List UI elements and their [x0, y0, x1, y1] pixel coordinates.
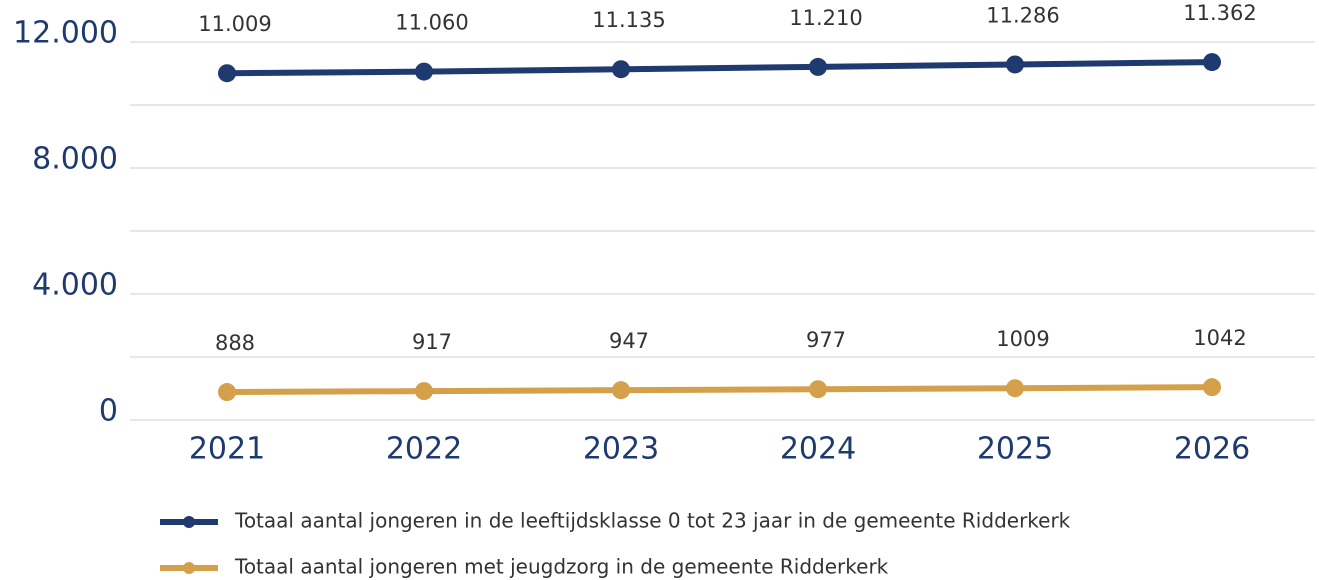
- legend-swatch-dot: [183, 562, 195, 574]
- x-tick-label: 2026: [1174, 432, 1250, 467]
- x-tick-label: 2024: [780, 432, 856, 467]
- data-label: 11.135: [592, 8, 665, 32]
- data-point: [415, 382, 433, 401]
- data-label: 917: [412, 330, 452, 354]
- data-point: [218, 383, 236, 402]
- data-label: 888: [215, 331, 255, 355]
- legend-label: Totaal aantal jongeren met jeugdzorg in …: [234, 555, 889, 579]
- data-label: 11.286: [986, 3, 1059, 27]
- data-point: [809, 57, 827, 76]
- data-point: [809, 380, 827, 399]
- series-line: [226, 59, 1213, 77]
- data-label: 11.362: [1183, 1, 1256, 25]
- data-point: [415, 62, 433, 81]
- data-label: 947: [609, 329, 649, 353]
- y-tick-label: 8.000: [32, 142, 118, 177]
- legend-swatch-dot: [183, 516, 195, 528]
- legend-label: Totaal aantal jongeren in de leeftijdskl…: [234, 509, 1071, 533]
- x-tick-label: 2025: [977, 432, 1053, 467]
- data-label: 977: [806, 328, 846, 352]
- y-tick-label: 0: [99, 394, 118, 429]
- data-label: 1042: [1193, 326, 1246, 350]
- y-tick-label: 4.000: [32, 268, 118, 303]
- data-point: [1006, 379, 1024, 398]
- x-tick-label: 2023: [583, 432, 659, 467]
- data-label: 11.009: [198, 12, 271, 36]
- x-tick-label: 2022: [386, 432, 462, 467]
- y-tick-label: 12.000: [13, 16, 118, 51]
- data-point: [1006, 55, 1024, 74]
- data-label: 1009: [996, 327, 1049, 351]
- series-line: [226, 384, 1213, 396]
- x-tick-label: 2021: [189, 432, 265, 467]
- data-point: [612, 381, 630, 400]
- data-point: [1203, 53, 1221, 72]
- data-label: 11.210: [789, 6, 862, 30]
- data-label: 11.060: [395, 11, 468, 35]
- data-point: [1203, 378, 1221, 397]
- data-point: [612, 60, 630, 79]
- data-point: [218, 64, 236, 83]
